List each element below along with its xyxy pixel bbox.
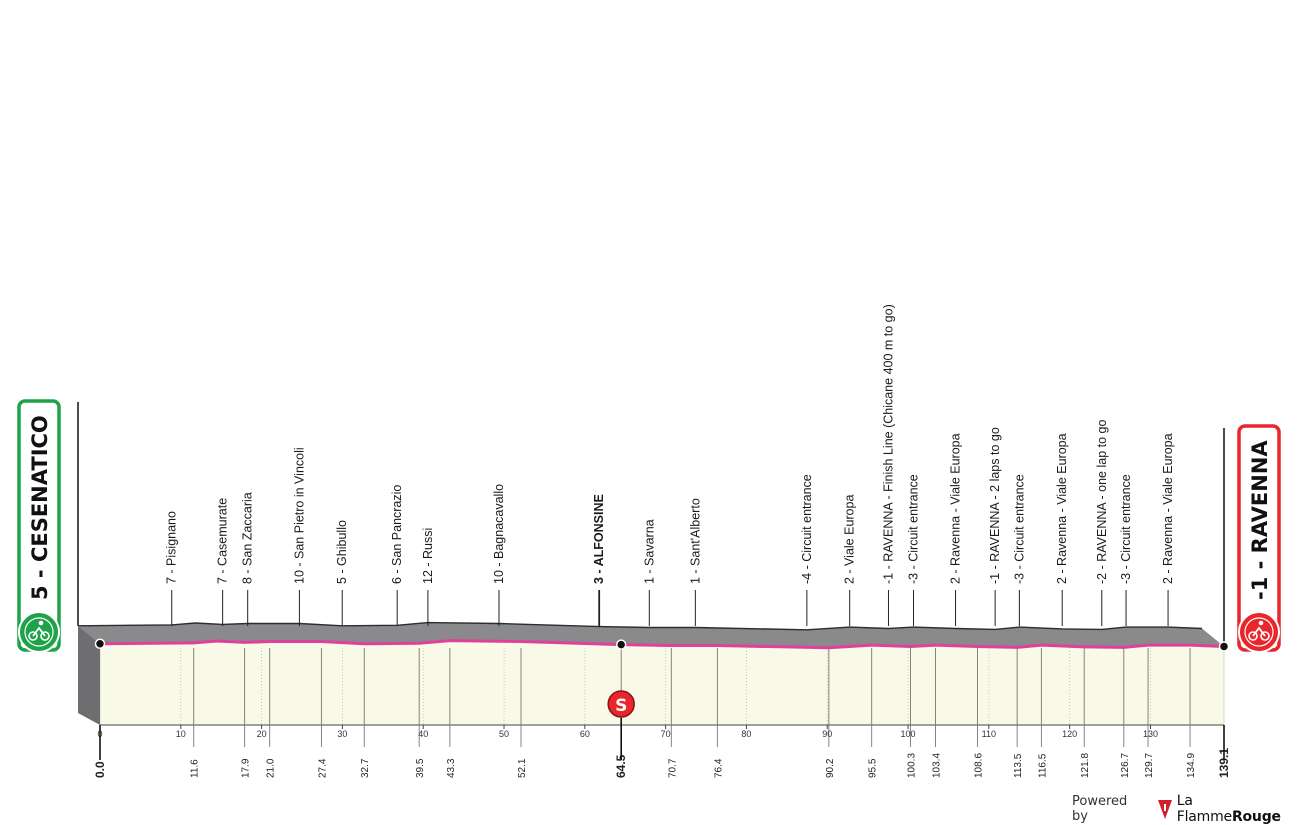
waypoint-label: 2 - Viale Europa <box>843 495 857 584</box>
axis-tick-label: 40 <box>418 729 428 739</box>
waypoint-label: 2 - Ravenna - Viale Europa <box>1161 433 1175 584</box>
axis-tick-label: 20 <box>257 729 267 739</box>
profile-base <box>77 402 1225 726</box>
waypoint-label: -2 - RAVENNA - one lap to go <box>1095 420 1109 584</box>
cyclist-icon <box>1248 631 1258 641</box>
waypoint-label: 10 - San Pietro in Vincoli <box>292 447 306 584</box>
distance-label: 17.9 <box>241 758 252 778</box>
axis-tick-label: 60 <box>580 729 590 739</box>
start-badge: 5 - CESENATICO <box>17 399 61 653</box>
distance-label: 108.6 <box>974 753 985 778</box>
axis-tick-label: 120 <box>1062 729 1077 739</box>
axis-tick-label: 70 <box>661 729 671 739</box>
finish-badge-ring <box>1244 617 1274 647</box>
distance-label: 0.0 <box>93 761 107 778</box>
waypoint-label: 7 - Casemurate <box>216 498 230 584</box>
distance-label: 129.7 <box>1144 753 1155 778</box>
distance-label: 43.3 <box>446 758 457 778</box>
axis-tick-label: 130 <box>1143 729 1158 739</box>
waypoint-label: -1 - RAVENNA - Finish Line (Chicane 400 … <box>881 304 895 584</box>
distance-label: 64.5 <box>614 754 628 778</box>
finish-badge: -1 - RAVENNA <box>1237 424 1281 653</box>
distance-label: 90.2 <box>825 758 836 778</box>
axis-tick-label: 10 <box>176 729 186 739</box>
sprint-s-icon <box>607 690 635 718</box>
axis-tick-label: 110 <box>982 729 996 739</box>
waypoint-label: -3 - Circuit entrance <box>1119 474 1133 584</box>
waypoint-label: 2 - Ravenna - Viale Europa <box>949 433 963 584</box>
axis-tick-label: 80 <box>741 729 751 739</box>
cyclist-icon <box>28 631 38 641</box>
distance-label: 27.4 <box>317 758 328 778</box>
distance-label: 76.4 <box>713 758 724 778</box>
axis-tick-label: 90 <box>822 729 832 739</box>
waypoint-label: 1 - Savarna <box>642 519 656 584</box>
distance-label: 139.1 <box>1217 748 1231 778</box>
distance-label: 103.4 <box>932 753 943 778</box>
distance-label: 52.1 <box>517 758 528 778</box>
cyclist-icon-wheel <box>40 631 50 641</box>
profile-line <box>94 638 1230 652</box>
waypoint-label: 1 - Sant'Alberto <box>688 498 702 584</box>
waypoint-label: 2 - Ravenna - Viale Europa <box>1055 433 1069 584</box>
start-dot <box>94 638 106 649</box>
cyclist-icon-head <box>38 620 44 626</box>
distance-label: 126.7 <box>1120 753 1131 778</box>
start-finish-badges: 5 - CESENATICO -1 - RAVENNA <box>17 399 1281 653</box>
waypoint-label: 10 - Bagnacavallo <box>492 484 506 584</box>
sprint-dot <box>615 639 627 650</box>
profile-side <box>78 625 100 725</box>
distance-label: 70.7 <box>667 758 678 778</box>
waypoint-label: 6 - San Pancrazio <box>390 485 404 584</box>
cyclist-icon-wheel <box>1260 631 1270 641</box>
elevation-line <box>99 639 1225 650</box>
cyclist-icon-head <box>1258 620 1264 626</box>
waypoint-label: 7 - Pisignano <box>165 511 179 584</box>
distance-label: 11.6 <box>190 759 201 778</box>
axis-tick-label: 30 <box>337 729 347 739</box>
finish-badge-label: -1 - RAVENNA <box>1248 440 1272 600</box>
waypoint-label: -3 - Circuit entrance <box>907 474 921 584</box>
distance-label: 113.5 <box>1013 753 1024 778</box>
distance-label: 121.8 <box>1080 753 1091 778</box>
distance-label: 100.3 <box>906 753 917 778</box>
distance-label: 21.0 <box>266 758 277 778</box>
start-badge-label: 5 - CESENATICO <box>28 415 52 600</box>
distance-label: 32.7 <box>360 758 371 778</box>
start-badge-ring <box>24 617 54 647</box>
waypoint-label: -3 - Circuit entrance <box>1012 474 1026 584</box>
sprint-letter: S <box>615 696 627 716</box>
waypoint-label: 3 - ALFONSINE <box>592 494 606 584</box>
waypoint-label: -1 - RAVENNA - 2 laps to go <box>988 427 1002 584</box>
waypoint-markers: 7 - Pisignano 7 - Casemurate 8 - San Zacca… <box>165 304 1175 718</box>
distance-axis: 01020304050607080901001101201300.011.617… <box>93 718 1231 778</box>
brand-name: La FlammeRouge <box>1176 793 1281 825</box>
finish-dot <box>1218 641 1230 652</box>
powered-by-text: Powered by <box>1072 794 1128 824</box>
waypoint-label: -4 - Circuit entrance <box>800 474 814 584</box>
waypoint-label: 12 - Russi <box>421 528 435 584</box>
distance-label: 134.9 <box>1186 753 1197 778</box>
distance-label: 39.5 <box>415 758 426 778</box>
profile-area <box>99 640 1225 726</box>
waypoint-label: 8 - San Zaccaria <box>241 492 255 584</box>
axis-tick-label: 100 <box>901 729 916 739</box>
flame-logo-icon <box>1157 798 1173 820</box>
footer-credit: Powered by La FlammeRouge <box>1072 793 1300 825</box>
profile-ridge <box>78 622 1224 648</box>
distance-label: 116.5 <box>1037 753 1048 778</box>
cyclist-icon-body <box>32 626 46 637</box>
cyclist-icon-body <box>1252 626 1266 637</box>
distance-label: 95.5 <box>868 758 879 778</box>
waypoint-label: 5 - Ghibullo <box>335 520 349 584</box>
axis-tick-label: 50 <box>499 729 509 739</box>
